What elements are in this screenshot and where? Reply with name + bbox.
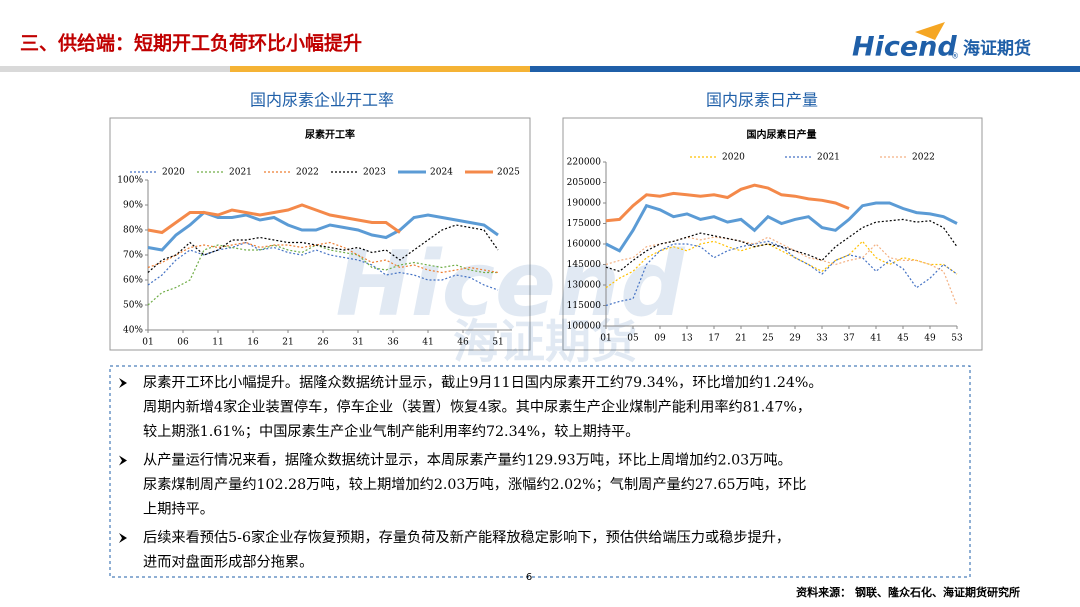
header-bar: [530, 66, 1080, 72]
y-tick-label: 40%: [123, 326, 143, 336]
watermark-logo: Hicend: [335, 232, 686, 337]
bullet-arrow: [119, 378, 127, 388]
legend-label: 2025: [497, 168, 520, 178]
panel-title: 国内尿素日产量: [706, 91, 818, 110]
series-line: [147, 224, 499, 273]
x-tick-label: 01: [142, 338, 153, 348]
logo-icon: [915, 22, 945, 40]
x-tick-label: 01: [600, 334, 611, 344]
y-tick-label: 190000: [567, 199, 602, 209]
legend-label: 2022: [296, 168, 319, 178]
header-bar: [230, 66, 530, 72]
x-tick-label: 09: [654, 334, 666, 344]
x-tick-label: 16: [247, 338, 259, 348]
x-tick-label: 17: [708, 334, 720, 344]
x-tick-label: 53: [951, 334, 963, 344]
x-tick-label: 45: [897, 334, 909, 344]
y-tick-label: 145000: [567, 260, 602, 270]
bullet-text: 尿素煤制周产量约102.28万吨，较上期增加约2.03万吨，涨幅约2.02%；气…: [143, 476, 806, 493]
x-tick-label: 51: [492, 338, 503, 348]
x-tick-label: 36: [387, 338, 399, 348]
logo-mark: ®: [951, 52, 959, 61]
legend-label: 2021: [229, 168, 252, 178]
series-line: [605, 240, 958, 289]
bullet-text: 后续来看预估5-6家企业存恢复预期，存量负荷及新产能释放稳定影响下，预估供给端压…: [143, 529, 790, 546]
x-tick-label: 41: [870, 334, 881, 344]
x-tick-label: 31: [352, 338, 363, 348]
series-line: [605, 218, 958, 272]
chart-title: 国内尿素日产量: [747, 128, 817, 141]
panel-title: 国内尿素企业开工率: [250, 91, 394, 110]
x-tick-label: 21: [282, 338, 293, 348]
x-tick-label: 25: [762, 334, 774, 344]
slide-title: 三、供给端：短期开工负荷环比小幅提升: [20, 32, 362, 55]
y-tick-label: 60%: [123, 276, 143, 286]
y-tick-label: 100%: [117, 176, 143, 186]
bullet-text: 周期内新增4家企业装置停车，停车企业（装置）恢复4家。其中尿素生产企业煤制产能利…: [143, 399, 811, 416]
x-tick-label: 46: [457, 338, 469, 348]
x-tick-label: 49: [924, 334, 936, 344]
y-tick-label: 205000: [567, 178, 602, 188]
x-tick-label: 37: [843, 334, 855, 344]
legend-label: 2020: [722, 153, 745, 163]
x-tick-label: 13: [681, 334, 693, 344]
y-tick-label: 80%: [123, 226, 143, 236]
y-tick-label: 70%: [123, 251, 143, 261]
y-tick-label: 90%: [123, 201, 143, 211]
bullet-text: 较上期涨1.61%；中国尿素生产企业气制产能利用率约72.34%，较上期持平。: [143, 423, 639, 440]
page-number: 6: [526, 572, 532, 583]
header-bar: [0, 66, 230, 72]
source-note: 资料来源： 钢联、隆众石化、海证期货研究所: [796, 585, 1020, 599]
legend-label: 2022: [912, 153, 935, 163]
watermark: Hicend 海证期货: [335, 232, 686, 369]
chart-frame: [562, 117, 983, 351]
bullet-text: 进而对盘面形成部分拖累。: [143, 554, 313, 571]
chart-title: 尿素开工率: [305, 128, 355, 141]
bullet-text: 尿素开工环比小幅提升。据隆众数据统计显示，截止9月11日国内尿素开工约79.34…: [143, 375, 823, 391]
x-tick-label: 05: [627, 334, 639, 344]
bullet-arrow: [119, 533, 127, 543]
y-tick-label: 175000: [567, 219, 602, 229]
series-line: [605, 201, 958, 253]
x-tick-label: 21: [735, 334, 746, 344]
legend-label: 2020: [162, 168, 185, 178]
y-tick-label: 160000: [567, 240, 602, 250]
series-line: [147, 244, 498, 306]
series-line: [605, 240, 958, 307]
x-tick-label: 26: [317, 338, 329, 348]
y-tick-label: 220000: [567, 158, 602, 168]
x-tick-label: 33: [816, 334, 828, 344]
chart-frame: [109, 117, 531, 351]
series-line: [605, 183, 850, 223]
legend-label: 2021: [817, 153, 840, 163]
legend-label: 2024: [430, 168, 453, 178]
bullet-arrow: [119, 455, 127, 466]
x-tick-label: 41: [422, 338, 433, 348]
bullet-text: 从产量运行情况来看，据隆众数据统计显示，本周尿素产量约129.93万吨，环比上周…: [143, 453, 792, 469]
legend-label: 2023: [363, 168, 386, 178]
x-tick-label: 29: [789, 334, 801, 344]
series-line: [147, 203, 401, 235]
text-box: [109, 365, 971, 578]
y-tick-label: 100000: [567, 322, 602, 332]
x-tick-label: 11: [212, 338, 223, 348]
x-tick-label: 06: [177, 338, 189, 348]
series-line: [605, 236, 958, 306]
y-tick-label: 130000: [567, 281, 602, 291]
y-tick-label: 50%: [123, 301, 143, 311]
y-tick-label: 115000: [567, 301, 602, 311]
bullet-text: 上期持平。: [143, 502, 214, 518]
logo-cn: 海证期货: [963, 38, 1031, 59]
logo: Hicend: [852, 32, 957, 63]
